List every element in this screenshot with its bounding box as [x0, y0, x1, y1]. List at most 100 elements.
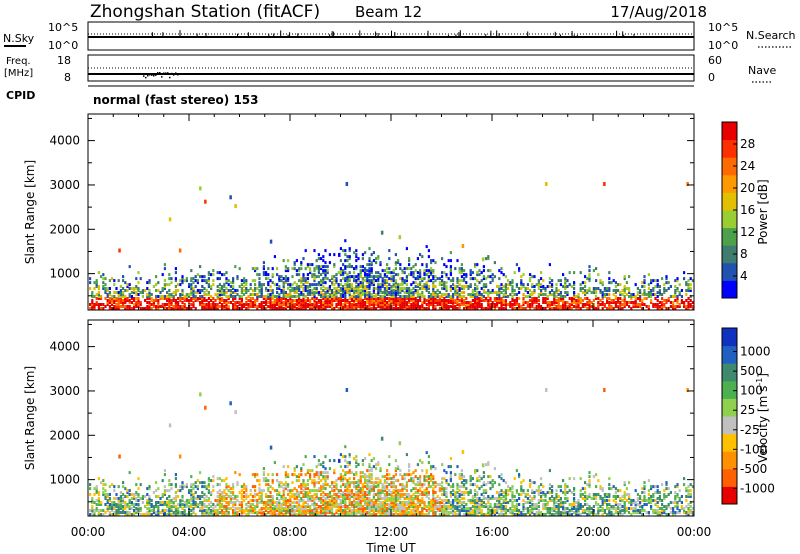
range-gate-cell [223, 285, 226, 288]
range-gate-cell [419, 511, 422, 514]
range-gate-cell [331, 281, 334, 285]
range-gate-cell [370, 459, 373, 463]
range-gate-cell [304, 495, 307, 498]
range-gate-cell [346, 285, 349, 288]
range-gate-cell [203, 513, 206, 516]
range-gate-cell [427, 501, 430, 504]
range-gate-cell [434, 275, 437, 279]
range-gate-cell [113, 279, 116, 283]
range-gate-cell [199, 507, 202, 510]
range-gate-cell [210, 491, 213, 494]
range-gate-cell [368, 301, 371, 304]
range-gate-cell [355, 505, 358, 508]
range-gate-cell [562, 295, 565, 298]
range-gate-cell [480, 303, 483, 306]
range-gate-cell [606, 297, 609, 300]
range-gate-cell [474, 263, 477, 267]
range-gate-cell [190, 503, 193, 506]
range-gate-cell [522, 307, 525, 310]
range-gate-cell [476, 291, 479, 294]
range-gate-cell [652, 289, 655, 292]
range-gate-cell [568, 307, 571, 310]
range-gate-cell [603, 295, 606, 298]
range-gate-cell [427, 305, 430, 308]
range-gate-cell [504, 299, 507, 302]
range-gate-cell [196, 289, 199, 292]
range-gate-cell [445, 299, 448, 302]
range-gate-cell [300, 261, 303, 265]
range-gate-cell [289, 491, 292, 494]
range-gate-cell [157, 303, 160, 306]
range-gate-cell [278, 513, 281, 516]
range-gate-cell [375, 513, 378, 516]
range-gate-cell [311, 303, 314, 306]
range-gate-cell [157, 509, 160, 512]
range-gate-cell [168, 277, 171, 281]
range-gate-cell [403, 497, 406, 500]
range-gate-cell [377, 463, 380, 467]
range-gate-cell [434, 501, 437, 504]
range-gate-cell [317, 481, 320, 485]
range-gate-cell [331, 297, 334, 300]
range-gate-cell [348, 463, 351, 467]
range-gate-cell [194, 481, 197, 485]
range-gate-cell [416, 271, 419, 275]
range-gate-cell [458, 269, 461, 273]
range-gate-cell [531, 291, 534, 294]
range-gate-cell [353, 289, 356, 292]
range-gate-cell [392, 477, 395, 481]
range-gate-cell [232, 505, 235, 508]
range-gate-cell [194, 505, 197, 508]
range-gate-cell [348, 513, 351, 516]
range-gate-cell [348, 477, 351, 481]
range-gate-cell [269, 491, 272, 494]
range-gate-cell [251, 509, 254, 512]
range-gate-cell [471, 305, 474, 308]
range-gate-cell [507, 287, 510, 290]
range-gate-cell [381, 305, 384, 308]
range-gate-cell [416, 289, 419, 292]
range-gate-cell [614, 305, 617, 308]
range-gate-cell [192, 509, 195, 512]
range-gate-cell [196, 291, 199, 294]
range-gate-cell [135, 285, 138, 288]
range-gate-cell [489, 291, 492, 294]
range-gate-cell [533, 291, 536, 294]
range-gate-cell [179, 283, 182, 287]
range-gate-cell [342, 269, 345, 273]
range-gate-cell [284, 501, 287, 504]
range-gate-cell [548, 285, 551, 288]
range-gate-cell [317, 253, 320, 257]
range-gate-cell [300, 491, 303, 494]
range-gate-cell [654, 285, 657, 288]
range-gate-cell [368, 247, 371, 251]
range-gate-cell [427, 461, 430, 465]
range-gate-cell [157, 295, 160, 298]
range-gate-cell [128, 493, 131, 496]
range-gate-cell [240, 289, 243, 292]
range-gate-cell [454, 491, 457, 494]
range-gate-cell [177, 513, 180, 516]
range-gate-cell [520, 281, 523, 285]
range-gate-cell [240, 513, 243, 516]
range-gate-cell [295, 269, 298, 273]
range-gate-cell [278, 485, 281, 489]
range-gate-cell [388, 509, 391, 512]
range-gate-cell [339, 269, 342, 273]
range-gate-cell [623, 295, 626, 298]
range-gate-cell [405, 287, 408, 290]
range-gate-cell [414, 289, 417, 292]
range-gate-cell [386, 305, 389, 308]
range-gate-cell [460, 263, 463, 267]
range-gate-cell [575, 305, 578, 308]
range-gate-cell [650, 291, 653, 294]
range-gate-cell [460, 473, 463, 477]
range-gate-cell [401, 475, 404, 479]
range-gate-cell [133, 493, 136, 496]
range-gate-cell [247, 289, 250, 292]
range-gate-cell [432, 299, 435, 302]
range-gate-cell [309, 283, 312, 287]
range-gate-cell [449, 511, 452, 514]
range-gate-cell [496, 291, 499, 294]
range-gate-cell [148, 291, 151, 294]
